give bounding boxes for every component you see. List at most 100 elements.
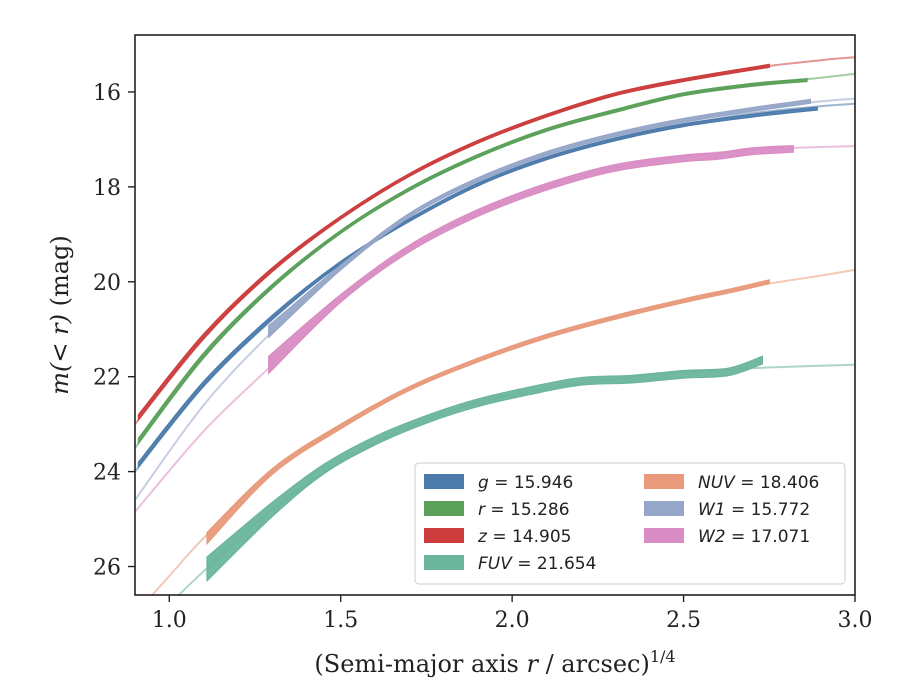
data-point bbox=[580, 381, 581, 382]
series-W1 bbox=[135, 97, 855, 501]
data-point bbox=[206, 537, 207, 538]
y-axis: 16 18 20 22 24 26 bbox=[93, 81, 135, 581]
data-point bbox=[340, 217, 341, 218]
data-point bbox=[683, 79, 684, 80]
data-point bbox=[614, 317, 615, 318]
data-point bbox=[477, 141, 478, 142]
data-point bbox=[769, 281, 770, 282]
legend-swatch-r bbox=[424, 501, 464, 516]
data-point bbox=[683, 374, 684, 375]
legend: g = 15.946 r = 15.286 z = 14.905 FUV = 21.6… bbox=[414, 462, 846, 585]
data-point bbox=[632, 378, 633, 379]
data-point bbox=[762, 359, 763, 360]
data-point bbox=[752, 84, 753, 85]
data-point bbox=[614, 167, 615, 168]
data-point bbox=[272, 471, 273, 472]
x-tick-label: 3.0 bbox=[838, 608, 873, 633]
plot-frame bbox=[134, 34, 856, 596]
data-point bbox=[752, 109, 753, 110]
data-point bbox=[138, 416, 139, 417]
data-point bbox=[546, 153, 547, 154]
data-point bbox=[477, 155, 478, 156]
data-point bbox=[268, 364, 269, 365]
series-z bbox=[135, 56, 855, 425]
x-axis: 1.0 1.5 2.0 2.5 3.0 bbox=[152, 595, 873, 633]
data-point bbox=[272, 269, 273, 270]
data-point bbox=[426, 419, 427, 420]
legend-swatch-FUV bbox=[424, 555, 464, 570]
legend-entry-W1: W1 = 15.772 bbox=[698, 500, 810, 520]
y-tick-label: 24 bbox=[93, 461, 121, 486]
data-point bbox=[806, 79, 807, 80]
data-point bbox=[728, 291, 729, 292]
legend-entry-FUV: FUV = 21.654 bbox=[478, 554, 596, 574]
data-point bbox=[340, 426, 341, 427]
data-point bbox=[752, 115, 753, 116]
data-point bbox=[752, 151, 753, 152]
data-point bbox=[206, 568, 207, 569]
y-axis-label: m(< r) (mag) bbox=[46, 235, 74, 395]
data-point bbox=[477, 402, 478, 403]
data-point bbox=[409, 388, 410, 389]
data-point bbox=[546, 115, 547, 116]
data-point bbox=[683, 125, 684, 126]
data-point bbox=[409, 189, 410, 190]
data-point bbox=[817, 108, 818, 109]
data-point bbox=[717, 155, 718, 156]
series-g bbox=[135, 102, 855, 473]
data-point bbox=[340, 267, 341, 268]
data-point bbox=[614, 94, 615, 95]
data-point bbox=[323, 469, 324, 470]
series-W1-data-band bbox=[268, 98, 811, 339]
legend-swatch-W1 bbox=[644, 501, 684, 516]
series-W2-data-band bbox=[268, 144, 794, 375]
data-point bbox=[272, 317, 273, 318]
data-point bbox=[268, 331, 269, 332]
series-FUV-data-band bbox=[206, 355, 763, 583]
series-FUV bbox=[177, 355, 855, 595]
data-point bbox=[409, 248, 410, 249]
data-point bbox=[203, 383, 204, 384]
x-axis-label: (Semi-major axis r / arcsec)1/4 bbox=[314, 647, 675, 678]
data-point bbox=[138, 464, 139, 465]
legend-entry-g: g = 15.946 bbox=[478, 473, 573, 493]
series-r-data-band bbox=[137, 78, 808, 445]
data-point bbox=[793, 148, 794, 149]
series-layer bbox=[135, 56, 855, 595]
data-point bbox=[529, 390, 530, 391]
y-tick-label: 26 bbox=[93, 556, 121, 581]
legend-entry-r: r = 15.286 bbox=[478, 500, 570, 520]
data-point bbox=[138, 440, 139, 441]
legend-entry-NUV: NUV = 18.406 bbox=[698, 473, 819, 493]
data-point bbox=[769, 65, 770, 66]
legend-entry-W2: W2 = 17.071 bbox=[698, 527, 810, 547]
data-point bbox=[477, 184, 478, 185]
data-point bbox=[614, 134, 615, 135]
legend-box bbox=[414, 462, 846, 585]
data-point bbox=[340, 231, 341, 232]
data-point bbox=[728, 371, 729, 372]
data-point bbox=[409, 219, 410, 220]
legend-swatch-g bbox=[424, 474, 464, 489]
data-point bbox=[340, 262, 341, 263]
y-tick-label: 18 bbox=[93, 176, 121, 201]
data-point bbox=[683, 94, 684, 95]
data-point bbox=[203, 355, 204, 356]
data-point bbox=[683, 120, 684, 121]
data-point bbox=[477, 359, 478, 360]
legend-swatch-NUV bbox=[644, 474, 684, 489]
data-point bbox=[409, 215, 410, 216]
data-point bbox=[203, 336, 204, 337]
x-tick-label: 2.5 bbox=[666, 608, 701, 633]
data-point bbox=[477, 212, 478, 213]
data-point bbox=[810, 101, 811, 102]
x-tick-label: 1.0 bbox=[152, 608, 187, 633]
data-point bbox=[546, 158, 547, 159]
data-point bbox=[340, 298, 341, 299]
data-point bbox=[614, 139, 615, 140]
series-r bbox=[135, 72, 855, 449]
series-z-data-band bbox=[137, 63, 770, 422]
y-tick-label: 20 bbox=[93, 271, 121, 296]
data-point bbox=[409, 174, 410, 175]
